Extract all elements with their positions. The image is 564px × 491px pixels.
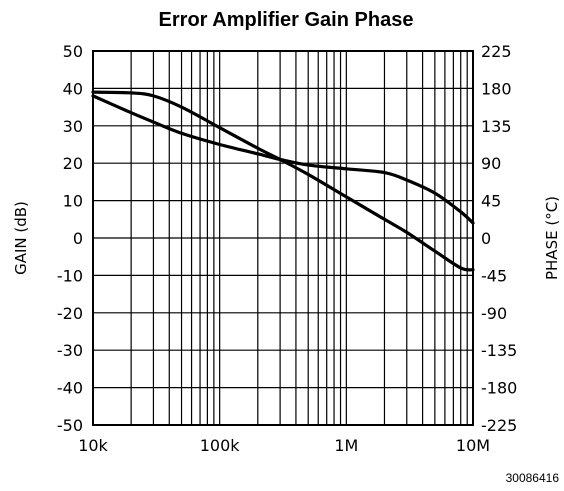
chart-title: Error Amplifier Gain Phase <box>159 9 414 31</box>
y2-tick-label: 90 <box>481 154 501 173</box>
y-tick-label: 0 <box>73 229 83 248</box>
x-tick-label: 10M <box>456 436 490 455</box>
y2-tick-label: 225 <box>481 42 512 61</box>
y-tick-label: -10 <box>57 266 83 285</box>
y2-tick-label: -180 <box>481 379 517 398</box>
y2-tick-label: 45 <box>481 192 501 211</box>
y2-tick-label: 135 <box>481 117 512 136</box>
x-tick-label: 1M <box>334 436 358 455</box>
x-tick-label: 10k <box>78 436 108 455</box>
x-tick-labels: 10k 100k 1M 10M <box>78 436 490 455</box>
y-tick-label: 50 <box>63 42 83 61</box>
series-layer <box>91 90 475 272</box>
y-tick-label: 30 <box>63 117 83 136</box>
y2-tick-label: -225 <box>481 416 517 435</box>
y2-tick-label: 180 <box>481 79 512 98</box>
y-tick-label: -50 <box>57 416 83 435</box>
y-tick-label: 20 <box>63 154 83 173</box>
y2-tick-label: -90 <box>481 304 507 323</box>
y-tick-label: 10 <box>63 192 83 211</box>
plot-frame <box>92 50 474 426</box>
y-tick-label: 40 <box>63 79 83 98</box>
y2-tick-label: 0 <box>481 229 491 248</box>
series-1-line <box>91 94 475 225</box>
y-tick-label: -20 <box>57 304 83 323</box>
y-tick-label: -40 <box>57 379 83 398</box>
y2-axis-label: PHASE (°C) <box>543 196 561 280</box>
y-tick-labels: 50 40 30 20 10 0 -10 -20 -30 -40 -50 <box>57 42 83 435</box>
y-tick-label: -30 <box>57 341 83 360</box>
x-tick-label: 100k <box>200 436 241 455</box>
y2-tick-labels: 225 180 135 90 45 0 -45 -90 -135 -180 -225 <box>481 42 517 435</box>
y-axis-label: GAIN (dB) <box>12 201 30 275</box>
y2-tick-label: -135 <box>481 341 517 360</box>
series-2-line <box>91 90 475 272</box>
figure-code: 30086416 <box>506 471 560 485</box>
y2-tick-label: -45 <box>481 266 507 285</box>
